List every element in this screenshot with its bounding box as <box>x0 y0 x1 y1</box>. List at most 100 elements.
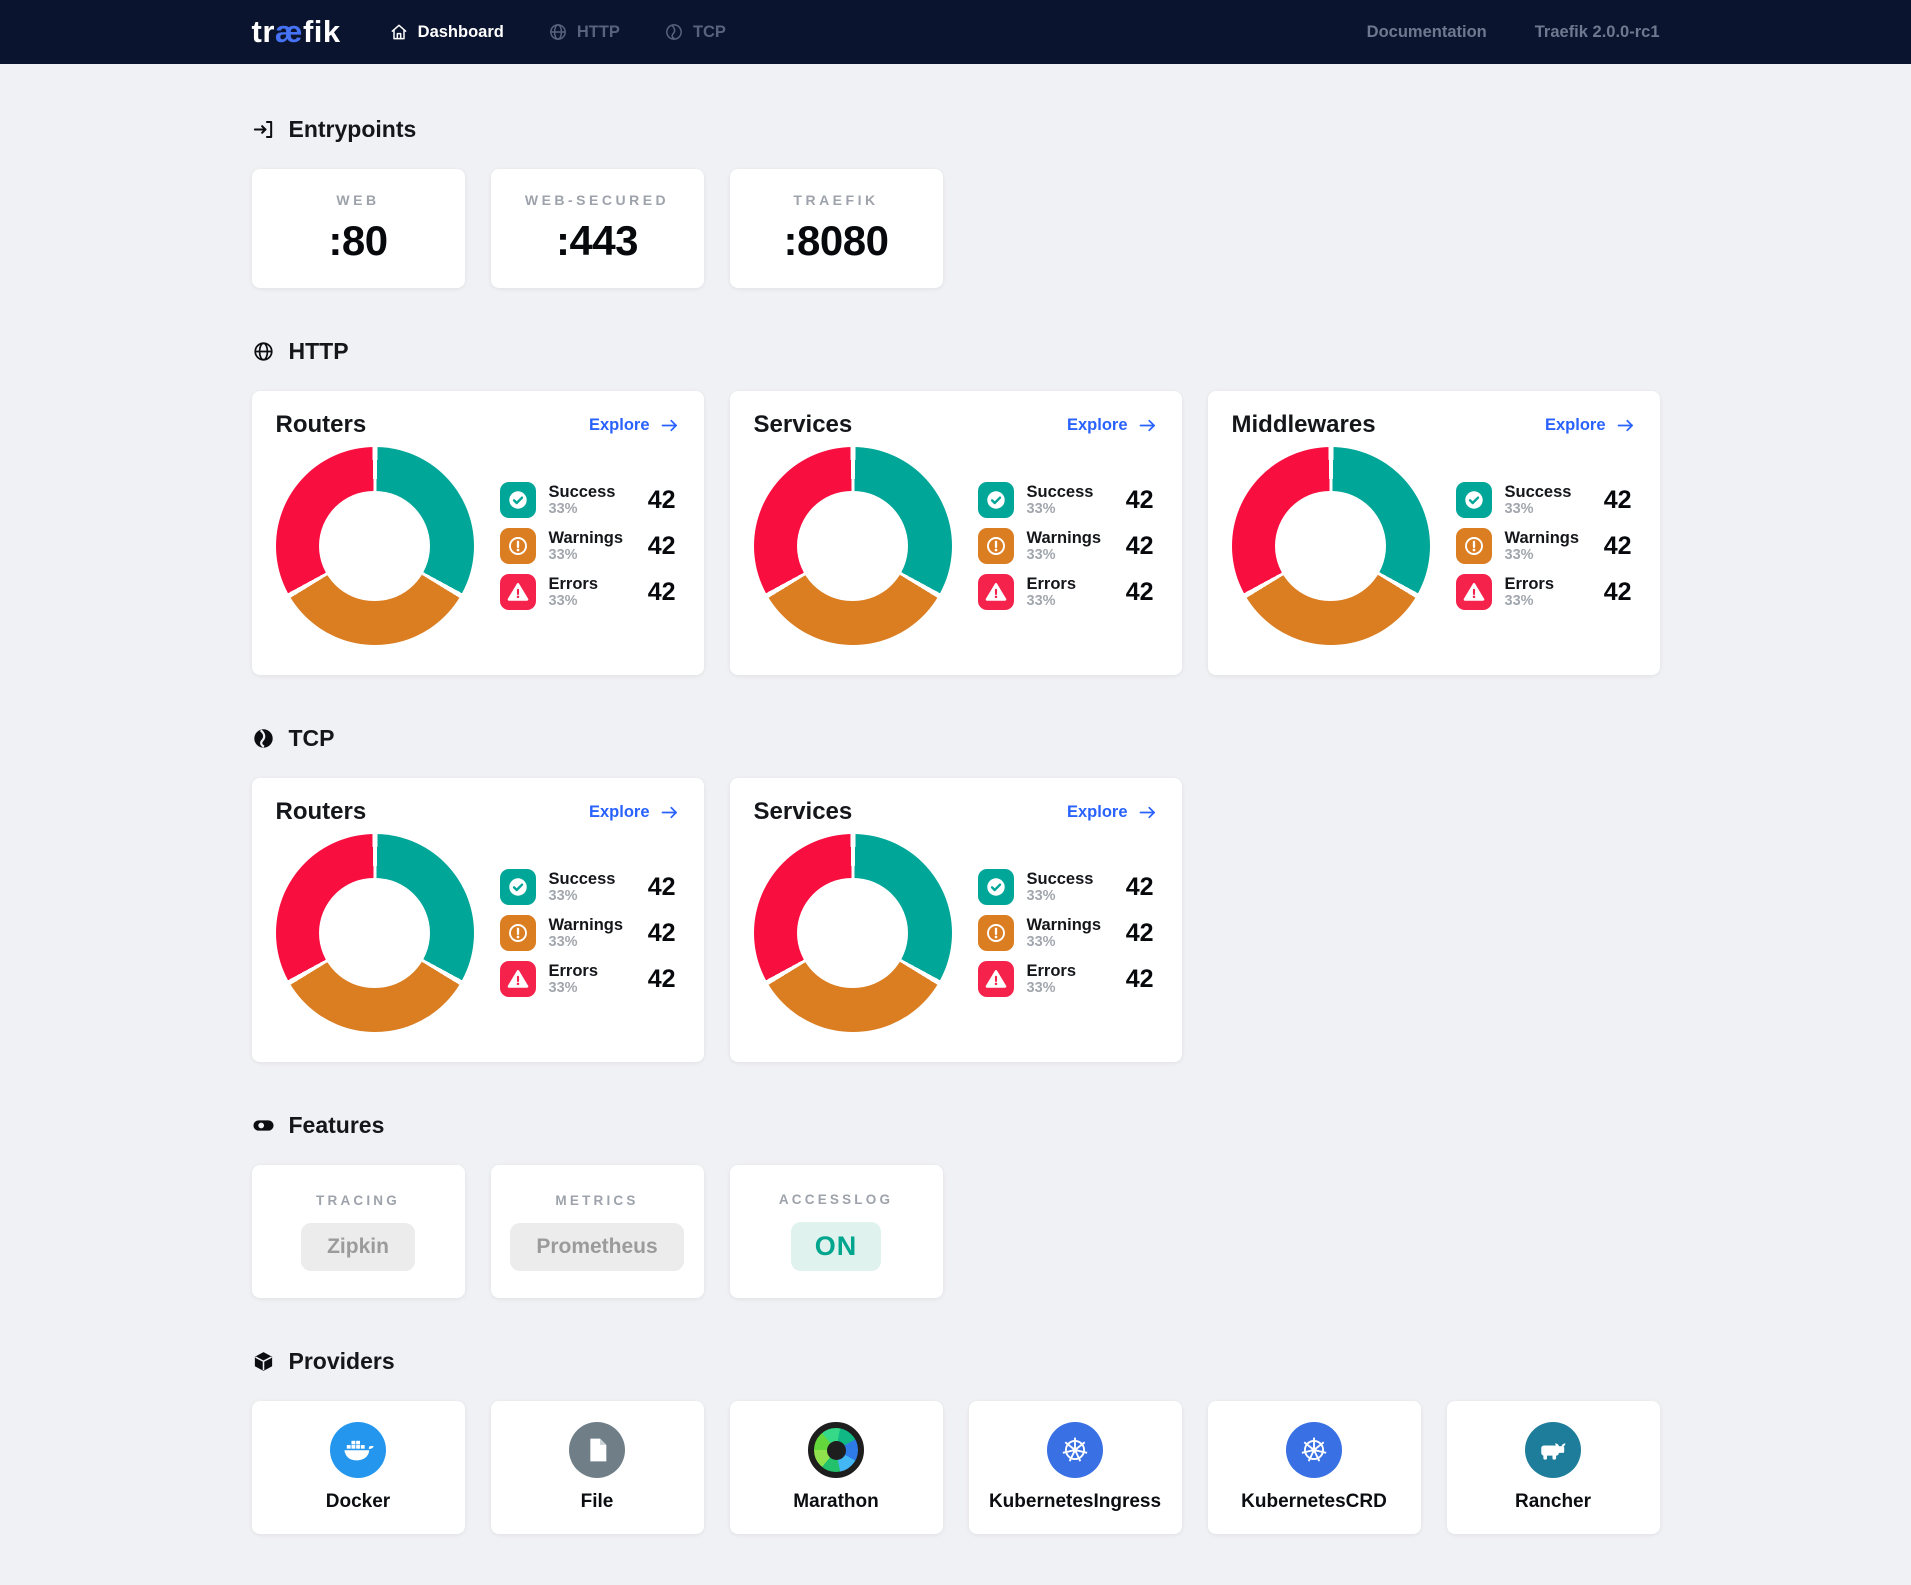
provider-name: Rancher <box>1514 1491 1592 1512</box>
legend-name: Errors <box>548 574 599 593</box>
legend-text: Success 33% <box>1505 483 1591 518</box>
section-entrypoints: Entrypoints WEB :80 WEB-SECURED:443 TRAEFIK… <box>251 116 1660 288</box>
legend-text: Success 33% <box>1027 870 1113 905</box>
documentation-link[interactable]: Documentation <box>1366 22 1487 41</box>
nav-item-label: TCP <box>692 22 726 41</box>
card-title: Routers <box>275 798 367 825</box>
section-providers: Providers Docker File Marathon KubernetesIn… <box>251 1348 1660 1534</box>
legend-count: 42 <box>1125 872 1154 901</box>
entrypoint-port: :8080 <box>783 217 889 264</box>
feature-value-pill: Prometheus <box>510 1222 684 1271</box>
legend-name: Warnings <box>1026 915 1102 934</box>
legend-text: Success 33% <box>549 483 635 518</box>
provider-name: Docker <box>325 1491 391 1512</box>
explore-link[interactable]: Explore <box>1067 415 1158 436</box>
provider-card-kubernetescrd: KubernetesCRD <box>1207 1401 1421 1534</box>
legend-percent: 33% <box>548 888 578 905</box>
logo-text: tr <box>251 14 275 49</box>
provider-card-docker: Docker <box>251 1401 465 1534</box>
provider-name: KubernetesCRD <box>1241 1491 1387 1512</box>
exclamation-circle-icon <box>977 915 1014 951</box>
legend-name: Success <box>548 869 616 888</box>
explore-link[interactable]: Explore <box>1545 415 1636 436</box>
explore-label: Explore <box>588 802 650 821</box>
explore-label: Explore <box>588 415 650 434</box>
legend-row-success: Success 33% 42 <box>977 869 1158 905</box>
legend-row-errors: Errors 33% 42 <box>977 961 1158 997</box>
explore-link[interactable]: Explore <box>1067 802 1158 823</box>
globe-icon <box>548 22 568 42</box>
legend-name: Success <box>1504 482 1572 501</box>
entrypoint-port: :80 <box>328 217 388 264</box>
top-navbar: træfik Dashboard HTTP TCP Documentation Tra… <box>0 0 1911 64</box>
provider-name: Marathon <box>793 1491 879 1512</box>
card-title: Routers <box>275 411 367 438</box>
legend-percent: 33% <box>548 593 578 610</box>
legend-row-errors: Errors 33% 42 <box>499 574 680 610</box>
legend-count: 42 <box>647 872 676 901</box>
legend-row-success: Success 33% 42 <box>499 869 680 905</box>
legend-name: Success <box>1026 869 1094 888</box>
legend-name: Warnings <box>1504 528 1580 547</box>
legend-count: 42 <box>647 485 676 514</box>
tcp-outline-icon <box>664 22 684 42</box>
nav-item-dashboard[interactable]: Dashboard <box>389 22 504 42</box>
legend-row-success: Success 33% 42 <box>1455 482 1636 518</box>
arrow-right-icon <box>659 415 680 436</box>
provider-card-file: File <box>490 1401 704 1534</box>
http-card-routers: Routers Explore Success 33% 42 Warnings 33% 42 E… <box>251 391 704 675</box>
tcp-card-services: Services Explore Success 33% 42 Warnings 33% 42… <box>729 778 1182 1062</box>
arrow-right-icon <box>1137 415 1158 436</box>
donut-chart <box>275 834 474 1032</box>
legend-row-errors: Errors 33% 42 <box>977 574 1158 610</box>
explore-label: Explore <box>1066 415 1128 434</box>
legend-count: 42 <box>647 918 676 947</box>
legend-row-success: Success 33% 42 <box>499 482 680 518</box>
toggle-icon <box>252 1114 275 1137</box>
exclamation-circle-icon <box>499 528 536 564</box>
logo-text: fik <box>302 14 341 49</box>
legend-row-warnings: Warnings 33% 42 <box>499 528 680 564</box>
legend-row-warnings: Warnings 33% 42 <box>1455 528 1636 564</box>
section-title: TCP <box>288 725 335 751</box>
legend-percent: 33% <box>1504 593 1534 610</box>
check-circle-icon <box>499 869 536 905</box>
entrypoint-name: WEB-SECURED <box>524 192 670 208</box>
entrypoint-card-traefik: TRAEFIK:8080 <box>729 169 943 288</box>
legend-percent: 33% <box>1026 593 1056 610</box>
http-card-services: Services Explore Success 33% 42 Warnings 33% 42… <box>729 391 1182 675</box>
legend-name: Warnings <box>548 915 624 934</box>
check-circle-icon <box>977 869 1014 905</box>
legend-name: Errors <box>548 961 599 980</box>
legend-row-errors: Errors 33% 42 <box>499 961 680 997</box>
triangle-alert-icon <box>977 574 1014 610</box>
legend-text: Warnings 33% <box>1027 529 1113 564</box>
chart-legend: Success 33% 42 Warnings 33% 42 Errors 33% 42 <box>977 482 1158 610</box>
nav-menu: Dashboard HTTP TCP <box>389 22 1367 42</box>
chart-legend: Success 33% 42 Warnings 33% 42 Errors 33% 42 <box>499 482 680 610</box>
traefik-logo[interactable]: træfik <box>252 14 341 50</box>
entrypoint-card-web-secured: WEB-SECURED:443 <box>490 169 704 288</box>
explore-label: Explore <box>1544 415 1606 434</box>
legend-row-errors: Errors 33% 42 <box>1455 574 1636 610</box>
globe-icon <box>252 340 275 363</box>
entrypoint-name: WEB <box>336 192 380 208</box>
nav-item-tcp[interactable]: TCP <box>664 22 726 42</box>
legend-text: Success 33% <box>549 870 635 905</box>
entrypoint-card-web: WEB :80 <box>251 169 465 288</box>
login-icon <box>252 118 275 141</box>
explore-label: Explore <box>1066 802 1128 821</box>
provider-name: File <box>580 1491 614 1512</box>
legend-count: 42 <box>647 964 676 993</box>
legend-percent: 33% <box>548 547 578 564</box>
nav-item-http[interactable]: HTTP <box>548 22 620 42</box>
section-title: Entrypoints <box>288 116 417 142</box>
explore-link[interactable]: Explore <box>589 415 680 436</box>
legend-name: Errors <box>1026 574 1077 593</box>
nav-right: Documentation Traefik 2.0.0-rc1 <box>1367 23 1660 42</box>
feature-name: ACCESSLOG <box>778 1192 894 1207</box>
chart-legend: Success 33% 42 Warnings 33% 42 Errors 33% 42 <box>499 869 680 997</box>
explore-link[interactable]: Explore <box>589 802 680 823</box>
legend-count: 42 <box>1603 485 1632 514</box>
provider-name: KubernetesIngress <box>988 1491 1162 1512</box>
